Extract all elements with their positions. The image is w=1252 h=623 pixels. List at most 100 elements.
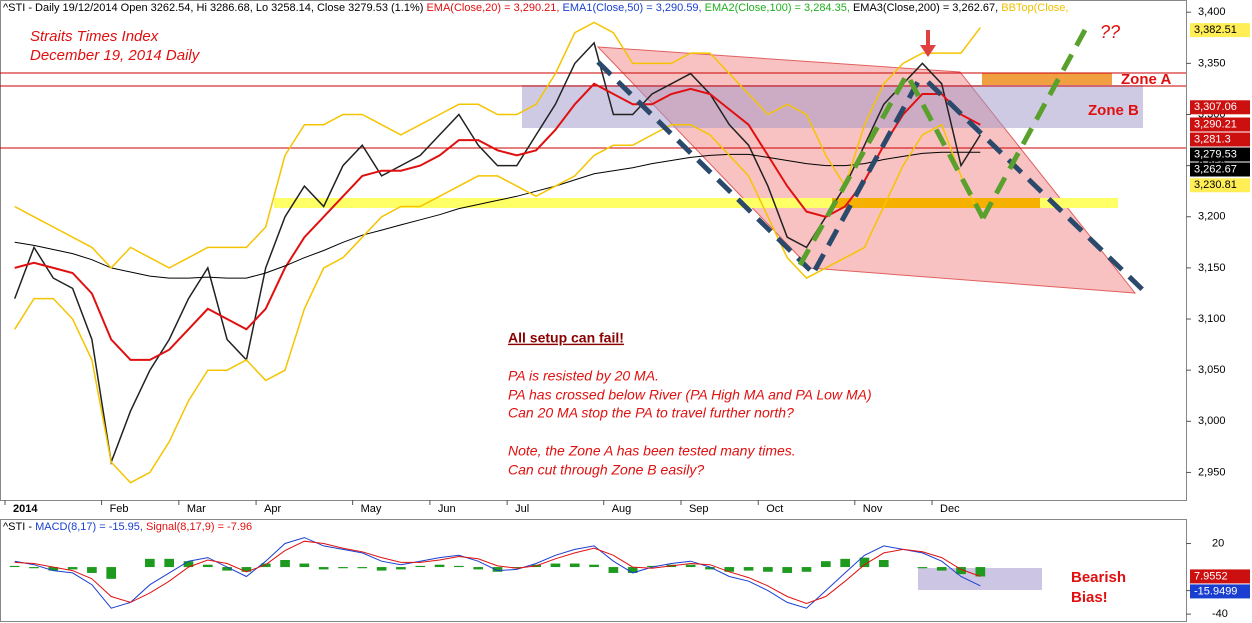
annotation: Bias!	[1071, 589, 1108, 606]
header-part: MACD(8,17) = -15.95,	[35, 521, 146, 533]
trend-lines	[596, 28, 1147, 294]
x-tick-label: Dec	[940, 503, 960, 515]
header-part: Signal(8,17,9) = -7.96	[146, 521, 252, 533]
y-tick-label: 3,200	[1198, 211, 1226, 223]
price-tag	[1190, 23, 1250, 38]
y-tick-label: -40	[1212, 608, 1228, 620]
x-tick-label: Feb	[110, 503, 129, 515]
header-part: ^STI - Daily 19/12/2014 Open 3262.54, Hi…	[3, 2, 426, 14]
histogram-bar	[840, 558, 850, 568]
histogram-bar	[511, 567, 522, 569]
price-tag-label: 3,262.67	[1194, 163, 1237, 175]
support-band-core	[832, 198, 1040, 208]
histogram-bar	[647, 565, 657, 568]
price-tag-label: 3,290.21	[1194, 118, 1237, 130]
series-line	[14, 21, 981, 269]
histogram-bar	[29, 567, 39, 569]
histogram-bar	[67, 567, 78, 570]
annotation: Can cut through Zone B easily?	[508, 462, 704, 478]
annotation: PA has crossed below River (PA High MA a…	[508, 387, 872, 403]
x-tick-label: Sep	[689, 503, 709, 515]
price-tag-label: 3,382.51	[1194, 24, 1237, 36]
price-tag	[1190, 100, 1250, 115]
histogram-bar	[338, 567, 348, 569]
macd-zone	[918, 568, 1042, 590]
x-tick-label: Nov	[863, 503, 883, 515]
histogram-bar	[589, 564, 599, 568]
histogram-bar	[859, 557, 870, 568]
x-tick-label: Aug	[612, 503, 632, 515]
histogram-bar	[685, 564, 696, 568]
histogram-bar	[357, 567, 368, 569]
x-tick-label: May	[361, 503, 382, 515]
x-tick-label: Jun	[438, 503, 456, 515]
histogram-bar	[936, 567, 947, 571]
y-tick-label: 3,150	[1198, 262, 1226, 274]
histogram-bar	[724, 567, 735, 572]
annotation: PA is resisted by 20 MA.	[508, 368, 659, 384]
plot: 2,9503,0003,0503,1003,1503,2003,2503,300…	[4, 6, 1250, 620]
price-tag-label: 7.9552	[1194, 570, 1228, 582]
annotation: Bearish	[1071, 569, 1126, 586]
x-tick-label: Apr	[264, 503, 281, 515]
annotation-shapes	[0, 46, 1186, 590]
histogram-bar	[917, 567, 928, 569]
y-tick-label: 2,950	[1198, 466, 1226, 478]
histogram-bar	[878, 560, 889, 568]
annotation: Can 20 MA stop the PA to travel further …	[508, 405, 794, 421]
series-line	[14, 537, 981, 609]
x-tick-label: Mar	[187, 503, 206, 515]
price-tag	[1190, 584, 1250, 599]
y-tick-label: 3,000	[1198, 415, 1226, 427]
zone-label: Zone B	[1088, 102, 1139, 119]
trend-line	[980, 28, 1088, 220]
histogram-bar	[202, 564, 213, 568]
series-line	[14, 82, 981, 361]
histogram-bar	[318, 567, 329, 570]
histogram-bar	[492, 567, 503, 572]
y-tick-label: 3,350	[1198, 57, 1226, 69]
histogram-bar	[106, 567, 117, 579]
price-frame	[0, 0, 1187, 501]
support-band	[274, 198, 1118, 208]
histogram-bar	[9, 565, 20, 568]
price-tag-label: -15.9499	[1194, 585, 1237, 597]
y-tick-label: 3,100	[1198, 313, 1226, 325]
series-line	[14, 151, 981, 279]
price-tag	[1190, 132, 1250, 147]
histogram-bar	[550, 563, 561, 568]
price-tag-label: 3,281.3	[1194, 133, 1231, 145]
histogram-bar	[975, 567, 986, 577]
histogram-bar	[821, 561, 831, 568]
histogram-bar	[763, 567, 773, 572]
annotation: ??	[1100, 22, 1120, 42]
header-part: BBTop(Close,	[1001, 2, 1068, 14]
histogram-bar	[473, 567, 484, 570]
zone-label: Zone A	[1121, 71, 1171, 88]
histogram-bar	[164, 558, 174, 568]
price-tag	[1190, 117, 1250, 132]
histogram-bar	[222, 567, 232, 571]
series-line	[14, 540, 981, 605]
price-tag-label: 3,279.53	[1194, 148, 1237, 160]
histogram-bar	[415, 565, 426, 568]
histogram-bar	[48, 567, 59, 571]
price-tag	[1190, 162, 1250, 177]
macd-header: ^STI - MACD(8,17) = -15.95, Signal(8,17,…	[3, 521, 252, 533]
x-tick-label: Oct	[766, 503, 783, 515]
histogram-bar	[801, 567, 812, 572]
header-part: EMA1(Close,50) = 3,290.59,	[563, 2, 705, 14]
series-line	[14, 123, 981, 484]
price-tag	[1190, 569, 1250, 584]
histogram-bar	[608, 567, 619, 573]
header-part: EMA(Close,20) = 3,290.21,	[426, 2, 562, 14]
header-part: EMA2(Close,100) = 3,284.35,	[705, 2, 853, 14]
histogram-bar	[782, 567, 793, 573]
header-part: EMA3(Close,200) = 3,262.67,	[853, 2, 1001, 14]
macd-frame	[0, 519, 1187, 622]
histogram-bar	[705, 567, 715, 570]
x-tick-label: 2014	[13, 503, 38, 515]
histogram-bar	[627, 567, 638, 573]
